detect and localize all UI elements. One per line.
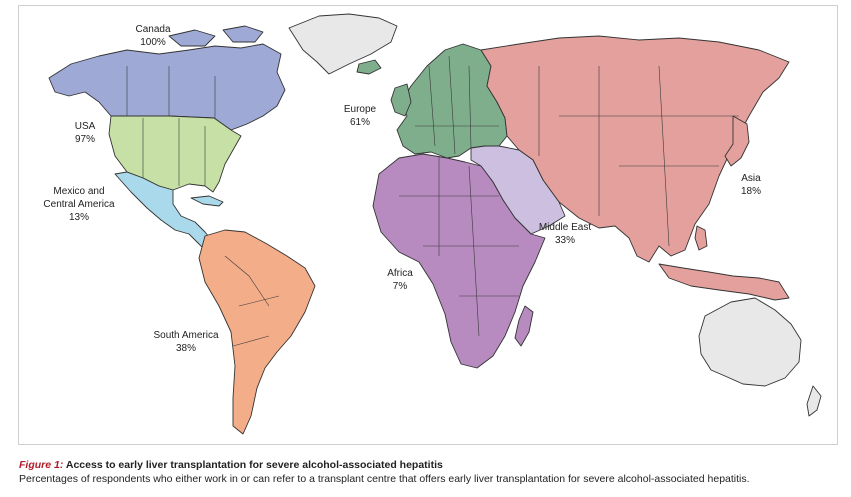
region-value: 38% bbox=[175, 343, 196, 354]
region-name: Europe bbox=[343, 104, 377, 115]
caribbean-shape bbox=[190, 195, 224, 207]
region-label-middle-east: Middle East 33% bbox=[525, 221, 605, 247]
philippines-shape bbox=[694, 225, 708, 251]
region-label-europe: Europe 61% bbox=[333, 103, 387, 129]
region-south-america-shape bbox=[198, 229, 316, 435]
region-value: 33% bbox=[554, 235, 575, 246]
australia-shape bbox=[698, 297, 802, 387]
region-name: Middle East bbox=[538, 222, 592, 233]
new-zealand-shape bbox=[806, 385, 822, 417]
region-name-line: Central America bbox=[43, 199, 115, 210]
caption-title: Access to early liver transplantation fo… bbox=[65, 459, 443, 471]
region-value: 61% bbox=[349, 117, 370, 128]
uk-shape bbox=[390, 83, 412, 117]
figure-label: Figure 1: bbox=[19, 459, 64, 471]
greenland-shape bbox=[288, 13, 398, 75]
world-map bbox=[48, 13, 822, 435]
region-asia-shape bbox=[480, 35, 790, 263]
world-map-figure: Canada 100% USA 97% Mexico and Central A… bbox=[18, 5, 838, 445]
region-label-south-america: South America 38% bbox=[131, 329, 241, 355]
country-borders bbox=[126, 55, 739, 347]
region-label-asia: Asia 18% bbox=[729, 172, 773, 198]
region-value: 97% bbox=[74, 134, 95, 145]
region-name: Asia bbox=[741, 173, 761, 184]
region-canada-shape bbox=[48, 43, 286, 131]
region-name: South America bbox=[153, 330, 219, 341]
arctic-islands-shape bbox=[222, 25, 264, 43]
iceland-shape bbox=[356, 59, 382, 75]
region-label-africa: Africa 7% bbox=[375, 267, 425, 293]
region-value: 13% bbox=[68, 212, 89, 223]
region-value: 100% bbox=[140, 37, 166, 48]
region-value: 18% bbox=[740, 186, 761, 197]
region-value: 7% bbox=[392, 281, 408, 292]
indonesia-shape bbox=[658, 263, 790, 301]
region-label-usa: USA 97% bbox=[59, 120, 111, 146]
arctic-islands-shape bbox=[168, 29, 216, 47]
japan-shape bbox=[724, 115, 750, 167]
region-label-mexico: Mexico and Central America 13% bbox=[33, 185, 125, 224]
region-label-canada: Canada 100% bbox=[121, 23, 185, 49]
region-name: USA bbox=[74, 121, 96, 132]
region-name: Africa bbox=[387, 268, 413, 279]
figure-caption: Figure 1: Access to early liver transpla… bbox=[19, 458, 839, 486]
region-africa-shape bbox=[372, 153, 546, 369]
madagascar-shape bbox=[514, 305, 534, 347]
region-usa-shape bbox=[108, 115, 242, 193]
caption-title-line: Figure 1: Access to early liver transpla… bbox=[19, 458, 839, 472]
region-name: Canada bbox=[135, 24, 171, 35]
region-name-line: Mexico and bbox=[53, 186, 105, 197]
caption-description: Percentages of respondents who either wo… bbox=[19, 473, 750, 485]
